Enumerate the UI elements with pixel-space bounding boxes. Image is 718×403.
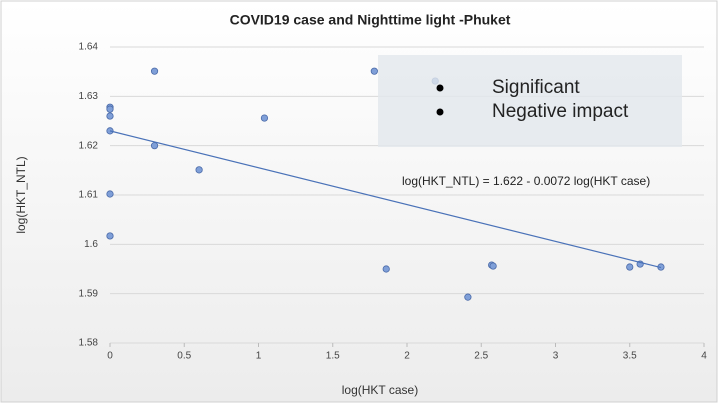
x-tick-label: 3 xyxy=(553,351,559,362)
point xyxy=(195,166,203,174)
bullet xyxy=(436,84,444,92)
annotation-box xyxy=(378,55,682,147)
point xyxy=(106,232,114,240)
y-tick-label: 1.6 xyxy=(84,239,98,250)
x-axis-label: log(HKT case) xyxy=(342,383,418,397)
chart-title: COVID19 case and Nighttime light -Phuket xyxy=(230,12,511,28)
y-tick-label: 1.62 xyxy=(79,140,99,151)
x-tick-label: 2.5 xyxy=(474,351,488,362)
y-tick-label: 1.59 xyxy=(79,288,99,299)
point xyxy=(626,263,634,271)
y-tick-label: 1.58 xyxy=(79,338,99,349)
point xyxy=(260,114,269,122)
x-tick-label: 2 xyxy=(404,351,410,362)
point xyxy=(106,105,114,113)
point xyxy=(370,67,378,75)
point xyxy=(489,262,497,270)
x-tick-label: 1 xyxy=(256,351,262,362)
trend-line xyxy=(109,130,662,269)
point xyxy=(106,112,114,120)
x-tick-label: 4 xyxy=(701,351,707,362)
y-axis-label: log(HKT_NTL) xyxy=(14,156,28,233)
x-tick-label: 0.5 xyxy=(177,351,191,362)
x-tick-label: 0 xyxy=(107,351,113,362)
point xyxy=(382,265,390,273)
point xyxy=(464,293,472,301)
y-tick-label: 1.61 xyxy=(79,190,99,201)
x-tick-label: 3.5 xyxy=(623,351,637,362)
y-tick-label: 1.64 xyxy=(79,42,99,53)
bullet xyxy=(436,108,444,116)
x-tick-label: 1.5 xyxy=(326,351,340,362)
y-tick-label: 1.63 xyxy=(79,91,99,102)
point xyxy=(150,142,159,150)
equation: log(HKT_NTL) = 1.622 - 0.0072 log(HKT ca… xyxy=(402,174,650,188)
annotation: Negative impact xyxy=(492,101,629,122)
point xyxy=(106,190,114,198)
annotation: Significant xyxy=(492,77,580,98)
point xyxy=(150,67,159,75)
